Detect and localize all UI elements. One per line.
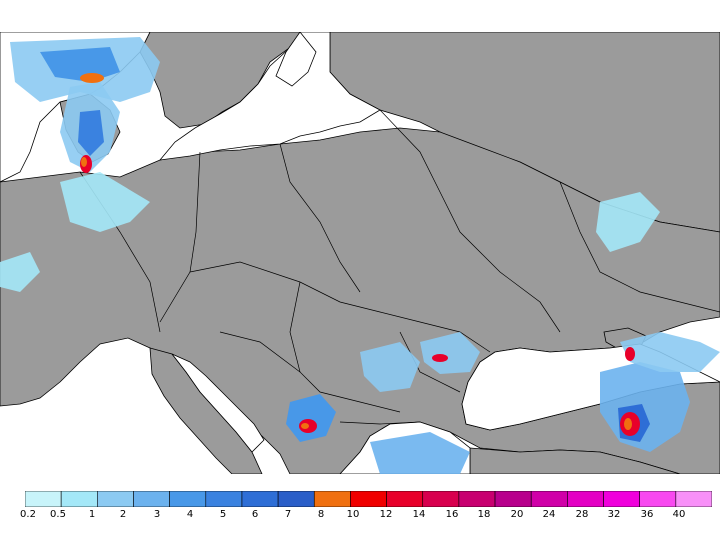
land-layer xyxy=(0,32,720,474)
legend-swatch xyxy=(386,491,424,507)
legend-swatch xyxy=(458,491,496,507)
legend-tick-label: 20 xyxy=(510,509,524,520)
legend-swatch xyxy=(97,491,134,507)
legend-swatch xyxy=(603,491,640,507)
legend-tick-label: 32 xyxy=(607,509,621,520)
sea-baltic xyxy=(159,32,381,161)
legend-tick-label: 28 xyxy=(575,509,589,520)
legend-tick-label: 1 xyxy=(88,509,96,520)
legend-swatch xyxy=(567,491,604,507)
legend-tick-label: 3 xyxy=(153,509,161,520)
legend-tick-label: 5 xyxy=(219,509,227,520)
legend-swatch xyxy=(169,491,207,507)
borders-layer xyxy=(79,109,720,425)
legend-tick-label: 6 xyxy=(251,509,259,520)
legend-swatch xyxy=(133,491,170,507)
precipitation-map xyxy=(0,32,720,474)
legend-swatch xyxy=(60,491,98,507)
legend-swatch xyxy=(350,491,387,507)
legend-tick-label: 7 xyxy=(284,509,292,520)
legend-swatch xyxy=(494,491,532,507)
legend-tick-label: 16 xyxy=(445,509,459,520)
legend-swatch xyxy=(422,491,460,507)
legend-tick-label: 14 xyxy=(412,509,426,520)
legend-tick-label: 10 xyxy=(346,509,360,520)
legend-swatch xyxy=(205,491,243,507)
legend-tick-label: 8 xyxy=(317,509,325,520)
legend-swatch xyxy=(277,491,315,507)
legend-tick-label: 0.2 xyxy=(20,509,36,520)
legend-tick-label: 4 xyxy=(186,509,194,520)
legend-swatch xyxy=(241,491,279,507)
precipitation-layer xyxy=(0,37,720,474)
legend-tick-label: 24 xyxy=(542,509,556,520)
legend-swatch xyxy=(313,491,351,507)
legend-swatch xyxy=(530,491,568,507)
sea-gulf-of-bothnia xyxy=(275,32,317,87)
legend-swatch xyxy=(639,491,677,507)
legend-swatch xyxy=(675,491,712,507)
legend-tick-label: 12 xyxy=(379,509,393,520)
legend-swatch xyxy=(25,491,62,507)
legend-tick-label: 0.5 xyxy=(50,509,66,520)
land-anatolia xyxy=(469,447,681,474)
legend-tick-label: 40 xyxy=(672,509,686,520)
sea-adriatic xyxy=(171,353,265,453)
legend-tick-label: 2 xyxy=(119,509,127,520)
legend-tick-label: 36 xyxy=(640,509,654,520)
legend-tick-label: 18 xyxy=(477,509,491,520)
legend-color-bar xyxy=(25,491,712,507)
